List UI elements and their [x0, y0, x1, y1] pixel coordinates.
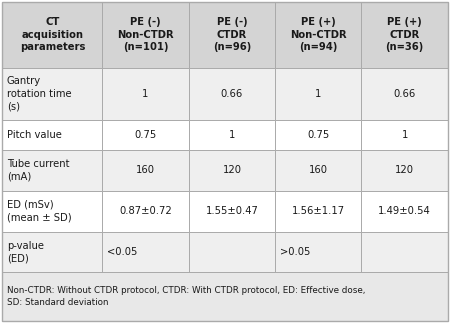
Bar — [361, 2, 448, 68]
Bar — [361, 232, 448, 272]
Bar — [275, 191, 361, 232]
Text: Pitch value: Pitch value — [7, 130, 62, 140]
Bar — [189, 68, 275, 120]
Bar — [103, 232, 189, 272]
Text: p-value
(ED): p-value (ED) — [7, 241, 44, 263]
Text: 1: 1 — [229, 130, 235, 140]
Bar — [2, 120, 103, 150]
Text: 120: 120 — [222, 165, 241, 175]
Text: 0.75: 0.75 — [307, 130, 329, 140]
Text: ED (mSv)
(mean ± SD): ED (mSv) (mean ± SD) — [7, 200, 72, 222]
Bar — [275, 150, 361, 191]
Bar — [189, 120, 275, 150]
Bar — [2, 232, 103, 272]
Bar — [2, 68, 103, 120]
Bar — [189, 150, 275, 191]
Text: PE (+)
CTDR
(n=36): PE (+) CTDR (n=36) — [386, 17, 424, 52]
Bar — [361, 120, 448, 150]
Text: 0.87±0.72: 0.87±0.72 — [119, 206, 172, 216]
Bar — [2, 2, 103, 68]
Text: <0.05: <0.05 — [107, 247, 137, 257]
Text: 0.66: 0.66 — [393, 89, 416, 99]
Bar — [2, 272, 448, 321]
Bar — [189, 2, 275, 68]
Text: Tube current
(mA): Tube current (mA) — [7, 159, 69, 182]
Bar — [275, 68, 361, 120]
Bar — [361, 68, 448, 120]
Text: 1.56±1.17: 1.56±1.17 — [292, 206, 345, 216]
Text: CT
acquisition
parameters: CT acquisition parameters — [20, 17, 85, 52]
Bar — [361, 150, 448, 191]
Bar — [103, 2, 189, 68]
Bar — [189, 191, 275, 232]
Bar — [103, 191, 189, 232]
Bar — [103, 120, 189, 150]
Bar — [189, 232, 275, 272]
Bar — [361, 191, 448, 232]
Text: 1: 1 — [315, 89, 321, 99]
Bar — [2, 191, 103, 232]
Bar — [103, 68, 189, 120]
Text: 0.75: 0.75 — [135, 130, 157, 140]
Text: 1.55±0.47: 1.55±0.47 — [206, 206, 258, 216]
Text: 1.49±0.54: 1.49±0.54 — [378, 206, 431, 216]
Text: PE (-)
CTDR
(n=96): PE (-) CTDR (n=96) — [213, 17, 251, 52]
Bar — [2, 150, 103, 191]
Text: 1: 1 — [142, 89, 149, 99]
Text: 160: 160 — [136, 165, 155, 175]
Bar — [275, 2, 361, 68]
Text: PE (+)
Non-CTDR
(n=94): PE (+) Non-CTDR (n=94) — [290, 17, 346, 52]
Bar — [275, 120, 361, 150]
Text: Gantry
rotation time
(s): Gantry rotation time (s) — [7, 76, 72, 111]
Text: 160: 160 — [309, 165, 328, 175]
Text: >0.05: >0.05 — [279, 247, 310, 257]
Text: 1: 1 — [401, 130, 408, 140]
Bar — [275, 232, 361, 272]
Text: 0.66: 0.66 — [221, 89, 243, 99]
Text: Non-CTDR: Without CTDR protocol, CTDR: With CTDR protocol, ED: Effective dose,
S: Non-CTDR: Without CTDR protocol, CTDR: W… — [7, 286, 365, 307]
Text: PE (-)
Non-CTDR
(n=101): PE (-) Non-CTDR (n=101) — [117, 17, 174, 52]
Text: 120: 120 — [395, 165, 414, 175]
Bar — [103, 150, 189, 191]
